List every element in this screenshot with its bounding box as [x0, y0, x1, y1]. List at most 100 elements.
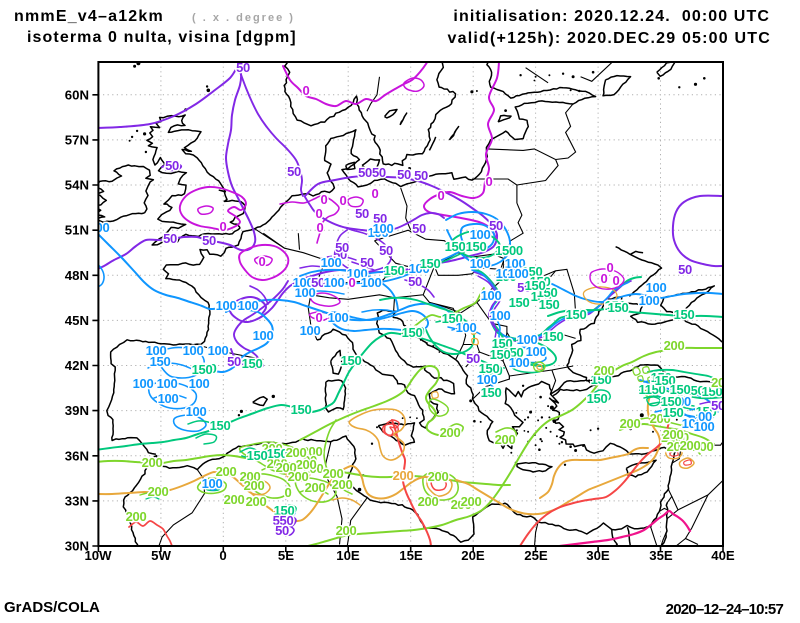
svg-text:39N: 39N [65, 403, 89, 418]
svg-text:0: 0 [317, 220, 324, 235]
svg-text:50: 50 [466, 351, 480, 366]
svg-text:50: 50 [202, 233, 216, 248]
svg-text:0: 0 [349, 275, 356, 290]
svg-text:150: 150 [402, 325, 423, 340]
svg-text:200: 200 [126, 509, 147, 524]
svg-text:33N: 33N [65, 493, 89, 508]
svg-text:150: 150 [566, 307, 587, 322]
svg-text:100: 100 [368, 225, 389, 240]
svg-text:50: 50 [489, 218, 503, 233]
svg-text:100: 100 [509, 355, 530, 370]
svg-text:1500: 1500 [495, 243, 523, 258]
svg-text:50: 50 [333, 247, 347, 262]
svg-text:200: 200 [663, 427, 684, 442]
svg-text:40E: 40E [711, 548, 735, 563]
svg-text:100: 100 [158, 391, 179, 406]
svg-text:5E: 5E [278, 548, 294, 563]
svg-text:200: 200 [142, 455, 163, 470]
svg-text:150: 150 [445, 239, 466, 254]
svg-text:150: 150 [496, 269, 517, 284]
svg-text:200: 200 [418, 494, 439, 509]
svg-text:150: 150 [384, 263, 405, 278]
svg-text:100: 100 [508, 266, 529, 281]
svg-text:50: 50 [163, 231, 177, 246]
svg-text:200: 200 [650, 411, 671, 426]
svg-text:150: 150 [466, 239, 487, 254]
svg-text:100: 100 [505, 256, 526, 271]
svg-text:200: 200 [216, 464, 237, 479]
svg-text:2200: 2200 [661, 430, 689, 445]
svg-text:100: 100 [477, 372, 498, 387]
svg-text:200: 200 [667, 439, 688, 454]
svg-text:100: 100 [526, 344, 547, 359]
svg-text:100: 100 [321, 255, 342, 270]
svg-text:150: 150 [655, 373, 676, 388]
svg-text:50: 50 [397, 167, 411, 182]
svg-text:54N: 54N [65, 178, 89, 193]
svg-text:200: 200 [262, 441, 283, 456]
svg-text:100: 100 [89, 220, 110, 235]
svg-text:200: 200 [664, 338, 685, 353]
svg-text:0: 0 [601, 271, 608, 286]
svg-text:100: 100 [202, 476, 223, 491]
svg-text:150: 150 [247, 448, 268, 463]
svg-text:200: 200 [393, 468, 414, 483]
svg-text:100: 100 [639, 293, 660, 308]
svg-text:100: 100 [517, 332, 538, 347]
svg-text:100: 100 [186, 404, 207, 419]
svg-text:150: 150 [539, 297, 560, 312]
svg-text:30N: 30N [65, 539, 89, 554]
svg-text:200: 200 [451, 497, 472, 512]
svg-text:48N: 48N [65, 268, 89, 283]
svg-text:150: 150 [696, 404, 717, 419]
svg-text:150: 150 [242, 356, 263, 371]
svg-text:100: 100 [133, 376, 154, 391]
svg-text:150: 150 [404, 324, 425, 339]
svg-text:0: 0 [303, 83, 310, 98]
svg-text:50: 50 [236, 60, 250, 75]
svg-text:20: 20 [711, 375, 725, 390]
svg-text:200: 200 [495, 432, 516, 447]
svg-text:150: 150 [591, 372, 612, 387]
svg-text:25E: 25E [524, 548, 548, 563]
svg-text:100: 100 [682, 416, 703, 431]
svg-text:0: 0 [486, 174, 493, 189]
svg-text:150: 150 [661, 394, 682, 409]
svg-text:150: 150 [530, 274, 551, 289]
svg-text:35E: 35E [649, 548, 673, 563]
svg-text:100: 100 [189, 376, 210, 391]
svg-text:150: 150 [274, 503, 295, 518]
svg-text:0: 0 [219, 548, 226, 563]
svg-text:200: 200 [332, 477, 353, 492]
svg-text:100: 100 [373, 221, 394, 236]
svg-text:50: 50 [275, 523, 289, 538]
svg-text:100: 100 [146, 343, 167, 358]
svg-text:200: 200 [693, 439, 714, 454]
svg-text:150: 150 [670, 382, 691, 397]
svg-text:150: 150 [442, 311, 463, 326]
svg-text:0: 0 [259, 254, 266, 269]
svg-text:00: 00 [698, 409, 712, 424]
svg-text:150: 150 [537, 285, 558, 300]
svg-text:150: 150 [192, 362, 213, 377]
svg-text:100: 100 [347, 266, 368, 281]
svg-text:0: 0 [220, 219, 227, 234]
svg-text:150: 150 [267, 446, 288, 461]
svg-text:200: 200 [296, 457, 317, 472]
svg-text:00: 00 [677, 394, 691, 409]
svg-text:200: 200 [336, 523, 357, 538]
svg-text:50: 50 [517, 280, 531, 295]
svg-text:100: 100 [295, 285, 316, 300]
svg-text:100: 100 [409, 261, 430, 276]
svg-text:150: 150 [503, 345, 524, 360]
svg-text:10E: 10E [336, 548, 360, 563]
svg-text:0: 0 [372, 186, 379, 201]
svg-text:100: 100 [183, 343, 204, 358]
svg-text:150: 150 [670, 389, 691, 404]
svg-text:100: 100 [293, 275, 314, 290]
svg-text:0: 0 [316, 310, 323, 325]
svg-text:200: 200 [276, 460, 297, 475]
svg-text:150: 150 [517, 279, 538, 294]
svg-text:100: 100 [490, 308, 511, 323]
svg-text:50: 50 [355, 206, 369, 221]
